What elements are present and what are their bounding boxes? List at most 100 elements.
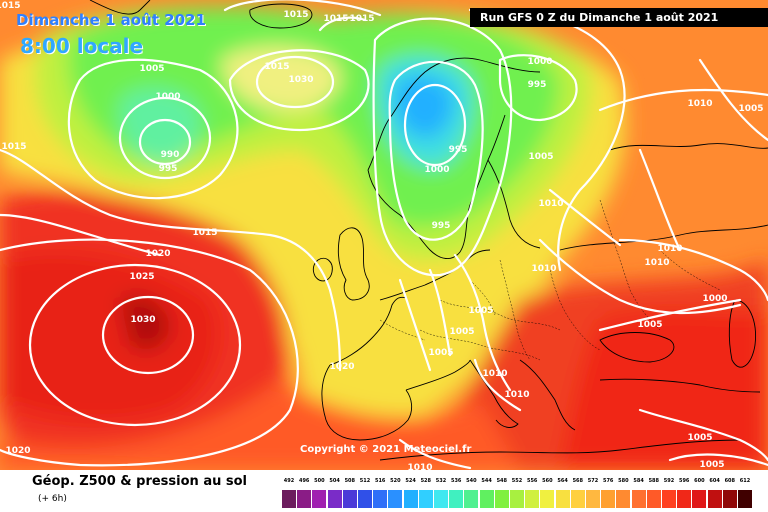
legend-entry: 592 (662, 478, 676, 508)
legend-entry: 580 (616, 478, 631, 508)
legend-entry: 560 (540, 478, 555, 508)
legend-swatch (297, 490, 312, 508)
isobar-label: 1015 (323, 14, 349, 24)
legend-value: 596 (678, 478, 690, 484)
legend-value: 524 (405, 478, 416, 484)
legend-value: 548 (496, 478, 508, 484)
legend-swatch (282, 490, 296, 508)
legend-swatch (418, 490, 433, 508)
isobar-label: 995 (527, 80, 547, 90)
legend-swatch (373, 490, 388, 508)
isobar-label: 1000 (527, 57, 553, 67)
legend-entry: 596 (677, 478, 692, 508)
color-legend: 492 496 500 504 508 512 516 520 524 528 532 536 540 5… (282, 478, 754, 508)
legend-swatch (479, 490, 494, 508)
legend-value: 580 (618, 478, 629, 484)
isobar-label: 1010 (687, 99, 713, 109)
legend-swatch (510, 490, 524, 508)
legend-value: 496 (298, 478, 310, 484)
legend-entry: 548 (494, 478, 509, 508)
isobar-label: 1010 (644, 258, 670, 268)
legend-value: 608 (724, 478, 736, 484)
isobar-label: 995 (431, 221, 451, 231)
isobar-label: 1010 (482, 369, 508, 379)
legend-entry: 568 (570, 478, 585, 508)
isobar-label: 1020 (145, 249, 171, 259)
isobar-label: 1005 (637, 320, 663, 330)
legend-swatch (677, 490, 692, 508)
legend-value: 560 (542, 478, 553, 484)
legend-swatch (342, 490, 357, 508)
legend-value: 576 (602, 478, 614, 484)
legend-entry: 564 (555, 478, 570, 508)
legend-swatch (555, 490, 570, 508)
isobar-label: 995 (158, 164, 178, 174)
legend-entry: 520 (388, 478, 403, 508)
isobar-label: 1005 (139, 64, 165, 74)
legend-value: 588 (648, 478, 660, 484)
borders (379, 199, 721, 361)
legend-entry: 572 (586, 478, 600, 508)
legend-value: 528 (420, 478, 432, 484)
isobar-label: 1020 (5, 446, 31, 456)
geopotential-map (0, 0, 768, 470)
legend-entry: 492 (282, 478, 296, 508)
isobar-label: 1030 (288, 75, 314, 85)
footer-bar: Géop. Z500 & pression au sol (+ 6h) 492 4… (0, 470, 768, 512)
isobar-label: 1010 (538, 199, 564, 209)
legend-swatch (464, 490, 479, 508)
legend-swatch (738, 490, 752, 508)
legend-value: 556 (526, 478, 538, 484)
legend-swatch (327, 490, 342, 508)
legend-swatch (662, 490, 676, 508)
legend-swatch (646, 490, 661, 508)
legend-entry: 556 (525, 478, 540, 508)
legend-swatch (494, 490, 509, 508)
legend-entry: 512 (358, 478, 372, 508)
isobar-label: 1015 (192, 228, 218, 238)
legend-value: 584 (633, 478, 644, 484)
legend-entry: 584 (631, 478, 646, 508)
isobar-label: 1000 (702, 294, 728, 304)
isobar-label: 1010 (531, 264, 557, 274)
isobar-label: 1005 (528, 152, 554, 162)
legend-value: 532 (435, 478, 447, 484)
isobar-label: 1005 (449, 327, 475, 337)
legend-swatch (312, 490, 327, 508)
legend-entry: 604 (707, 478, 722, 508)
legend-value: 520 (390, 478, 401, 484)
forecast-time: 8:00 locale (20, 34, 144, 58)
legend-value: 592 (663, 478, 675, 484)
isobar-label: 1005 (687, 433, 713, 443)
legend-value: 564 (557, 478, 568, 484)
isobar-label: 1015 (0, 1, 21, 11)
isobar-label: 1010 (407, 463, 433, 470)
isobar-label: 1010 (657, 244, 683, 254)
legend-value: 492 (283, 478, 295, 484)
isobar-label: 1000 (424, 165, 450, 175)
legend-entry: 576 (601, 478, 616, 508)
legend-entry: 504 (327, 478, 342, 508)
legend-swatch (586, 490, 600, 508)
legend-swatch (570, 490, 585, 508)
legend-swatch (707, 490, 722, 508)
legend-entry: 536 (449, 478, 464, 508)
legend-value: 572 (587, 478, 599, 484)
legend-swatch (358, 490, 372, 508)
coastlines (89, 0, 768, 461)
legend-entry: 600 (692, 478, 707, 508)
legend-swatch (388, 490, 403, 508)
legend-entry: 496 (297, 478, 312, 508)
legend-entry: 588 (646, 478, 661, 508)
isobar-label: 1015 (349, 14, 375, 24)
isobar-lines (0, 0, 768, 470)
legend-entry: 516 (373, 478, 388, 508)
legend-entry: 508 (342, 478, 357, 508)
legend-swatch (631, 490, 646, 508)
legend-swatch (434, 490, 448, 508)
chart-title: Géop. Z500 & pression au sol (32, 474, 247, 489)
legend-value: 552 (511, 478, 523, 484)
legend-value: 540 (466, 478, 477, 484)
legend-value: 516 (374, 478, 386, 484)
legend-entry: 540 (464, 478, 479, 508)
